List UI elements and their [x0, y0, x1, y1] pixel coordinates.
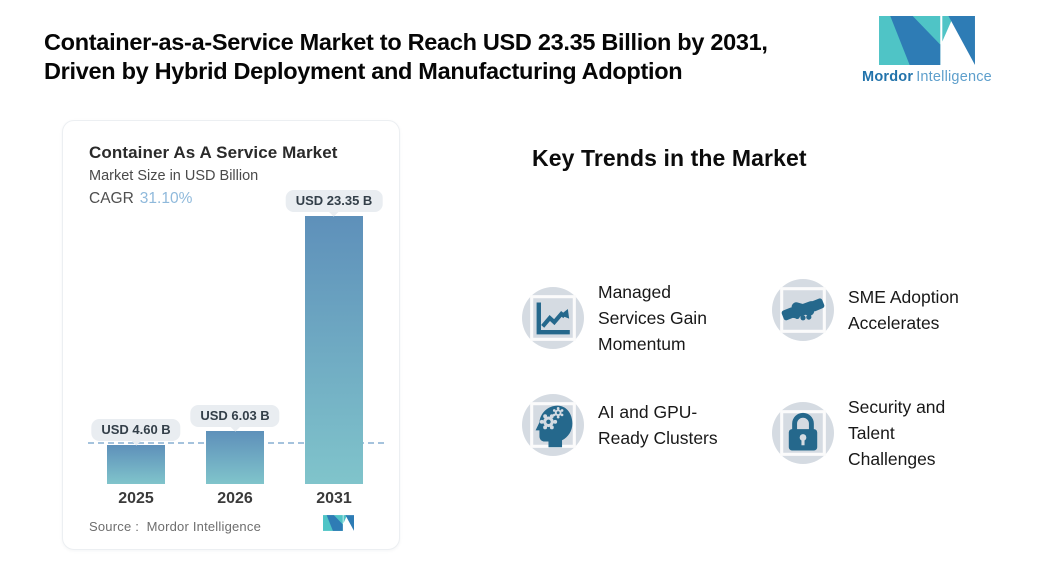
lock-icon [772, 402, 834, 464]
bar-2026 [206, 431, 264, 484]
trend-item-ai-gpu: AI and GPU- Ready Clusters [522, 394, 718, 456]
mordor-logo-small-icon [323, 515, 354, 536]
brand-wordmark-secondary: Intelligence [916, 69, 992, 85]
brand-wordmark: Mordor Intelligence [862, 69, 992, 85]
key-trends-heading: Key Trends in the Market [532, 145, 807, 171]
trend-label: AI and GPU- Ready Clusters [598, 402, 718, 448]
cagr-value: 31.10% [139, 190, 193, 207]
chart-title: Container As A Service Market [89, 143, 338, 162]
x-axis-label-2026: 2026 [217, 490, 253, 507]
cagr-label: CAGR [89, 190, 134, 207]
market-chart-card: Container As A Service Market Market Siz… [62, 120, 400, 550]
brand-logo: Mordor Intelligence [862, 16, 992, 85]
value-badge-2031: USD 23.35 B [285, 190, 383, 212]
trend-label: Managed Services Gain Momentum [598, 282, 707, 354]
source-label: Source : Mordor Intelligence [89, 519, 261, 534]
cagr-row: CAGR 31.10% [89, 190, 192, 208]
handshake-icon [772, 279, 834, 341]
line-chart-icon [522, 287, 584, 349]
ai-head-icon [522, 394, 584, 456]
trend-label: Security and Talent Challenges [848, 397, 946, 469]
bar-2031 [305, 216, 363, 484]
trend-item-security-talent: Security and Talent Challenges [772, 394, 945, 472]
page-title: Container-as-a-Service Market to Reach U… [44, 29, 768, 84]
trend-label: SME Adoption Accelerates [848, 287, 959, 333]
bar-2025 [107, 445, 165, 484]
mordor-logo-icon [862, 16, 992, 65]
trend-item-managed-services: Managed Services Gain Momentum [522, 279, 707, 357]
brand-wordmark-primary: Mordor [862, 69, 914, 85]
value-badge-2025: USD 4.60 B [91, 419, 181, 441]
trend-item-sme-adoption: SME Adoption Accelerates [772, 279, 959, 341]
chart-subtitle: Market Size in USD Billion [89, 168, 259, 184]
value-badge-2026: USD 6.03 B [190, 405, 280, 427]
x-axis-label-2031: 2031 [316, 490, 352, 507]
x-axis-label-2025: 2025 [118, 490, 154, 507]
